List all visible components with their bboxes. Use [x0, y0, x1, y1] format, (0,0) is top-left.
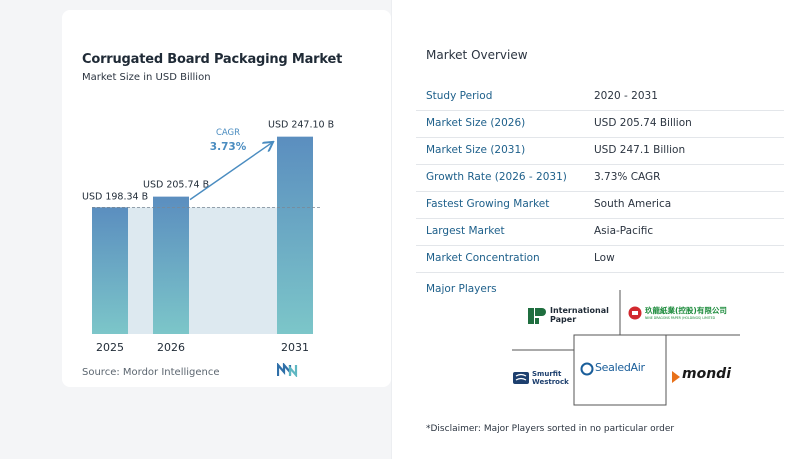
- international-paper-logo: International Paper: [528, 305, 609, 327]
- overview-label: Market Size (2026): [426, 117, 526, 129]
- nine-dragons-logo: 玖龍紙業(控股)有限公司 NINE DRAGONS PAPER (HOLDING…: [628, 304, 728, 328]
- mondi-icon: [672, 371, 680, 383]
- disclaimer: *Disclaimer: Major Players sorted in no …: [426, 424, 675, 434]
- chart-title: Corrugated Board Packaging Market: [82, 52, 343, 67]
- mordor-intelligence-logo-icon: [277, 363, 298, 377]
- mondi-logo: mondi: [670, 366, 740, 388]
- international-paper-icon: [528, 308, 546, 324]
- cagr-label: CAGR: [216, 128, 240, 138]
- cagr-value: 3.73%: [210, 141, 247, 153]
- source-note: Source: Mordor Intelligence: [82, 367, 220, 378]
- tick-label-2026: 2026: [157, 341, 185, 354]
- nine-dragons-subtext: NINE DRAGONS PAPER (HOLDINGS) LIMITED: [645, 316, 716, 320]
- bar-2031: [277, 136, 313, 334]
- overview-title: Market Overview: [426, 48, 528, 62]
- smurfit-westrock-logo: Smurfit Westrock: [513, 368, 573, 388]
- nine-dragons-text: 玖龍紙業(控股)有限公司: [645, 306, 727, 315]
- bar-2025: [92, 207, 128, 334]
- data-label-2025: USD 198.34 B: [82, 191, 148, 202]
- overview-value: South America: [594, 198, 672, 210]
- overview-value: 3.73% CAGR: [594, 171, 661, 183]
- overview-label: Fastest Growing Market: [426, 198, 550, 210]
- overview-label: Growth Rate (2026 - 2031): [426, 171, 567, 183]
- overview-row: Market Concentration Low: [416, 246, 784, 273]
- overview-label: Study Period: [426, 90, 493, 102]
- nine-dragons-icon: [628, 306, 642, 320]
- tick-label-2025: 2025: [96, 341, 124, 354]
- bar-2026: [153, 196, 189, 334]
- overview-row: Growth Rate (2026 - 2031) 3.73% CAGR: [416, 165, 784, 192]
- overview-label: Market Size (2031): [426, 144, 526, 156]
- overview-row: Market Size (2026) USD 205.74 Billion: [416, 111, 784, 138]
- overview-value: USD 247.1 Billion: [594, 144, 686, 156]
- players-title: Major Players: [426, 283, 497, 295]
- overview-row: Market Size (2031) USD 247.1 Billion: [416, 138, 784, 165]
- international-paper-text: International Paper: [550, 306, 609, 324]
- data-label-2031: USD 247.10 B: [268, 120, 334, 131]
- overview-value: 2020 - 2031: [594, 90, 658, 102]
- overview-row: Fastest Growing Market South America: [416, 192, 784, 219]
- sealed-air-text: SealedAir: [595, 361, 645, 374]
- smurfit-westrock-text: Smurfit Westrock: [532, 370, 569, 386]
- overview-value: Low: [594, 252, 615, 264]
- overview-row: Largest Market Asia-Pacific: [416, 219, 784, 246]
- overview-row: Study Period 2020 - 2031: [416, 84, 784, 111]
- tick-label-2031: 2031: [281, 341, 309, 354]
- reference-band: [92, 207, 313, 334]
- cagr-arrow: [189, 143, 272, 201]
- sealed-air-logo: SealedAir: [580, 360, 662, 378]
- overview-table: Study Period 2020 - 2031 Market Size (2026…: [416, 84, 784, 273]
- data-label-2026: USD 205.74 B: [143, 180, 209, 191]
- mondi-text: mondi: [682, 366, 731, 382]
- sealed-air-icon: [580, 362, 594, 376]
- overview-label: Market Concentration: [426, 252, 540, 264]
- overview-value: USD 205.74 Billion: [594, 117, 692, 129]
- smurfit-westrock-icon: [513, 372, 529, 384]
- overview-value: Asia-Pacific: [594, 225, 654, 237]
- overview-label: Largest Market: [426, 225, 505, 237]
- chart-subtitle: Market Size in USD Billion: [82, 72, 211, 83]
